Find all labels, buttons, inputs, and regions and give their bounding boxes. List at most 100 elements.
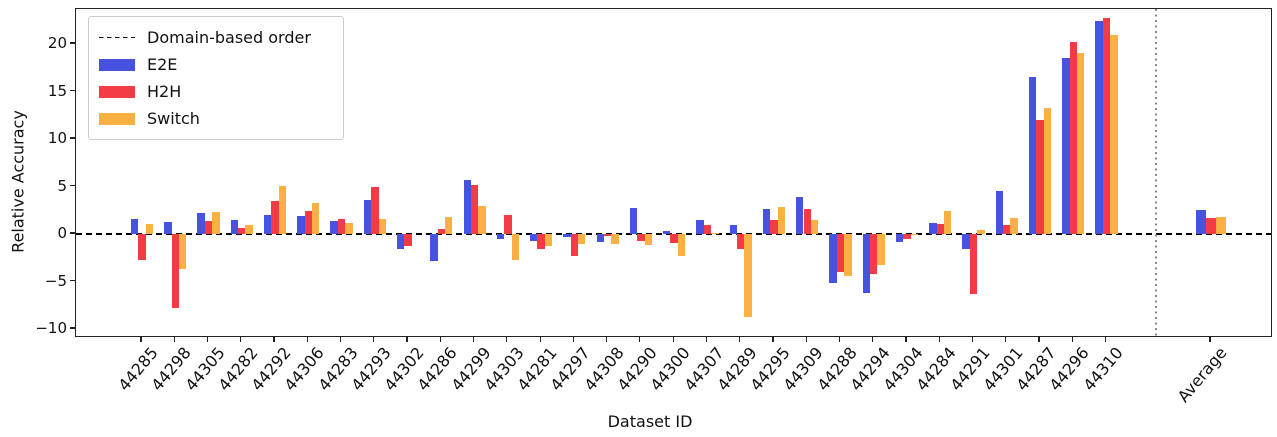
bar-e2e-44304 [895, 234, 904, 242]
x-tick-mark [373, 337, 375, 342]
bar-e2e-44294 [862, 234, 870, 293]
bar-switch-44293 [378, 218, 386, 234]
bar-switch-44283 [345, 222, 353, 234]
x-tick-mark [805, 337, 807, 342]
bar-e2e-44305 [197, 213, 205, 234]
bar-e2e-44295 [762, 209, 771, 234]
zero-dashed-line [76, 233, 1271, 235]
x-tick-mark [339, 337, 342, 342]
bar-h2h-44301 [1003, 224, 1011, 234]
bar-switch-44306 [312, 202, 320, 234]
x-tick-mark [971, 337, 974, 342]
x-tick-mark [838, 337, 841, 342]
bar-h2h-44294 [870, 234, 878, 274]
y-tick-mark [70, 184, 75, 187]
x-tick-mark [406, 337, 408, 342]
bar-h2h-44304 [903, 234, 911, 239]
bar-e2e-44300 [663, 231, 671, 234]
bar-h2h-44306 [304, 211, 312, 234]
bar-h2h-average [1206, 217, 1216, 234]
y-tick-mark [70, 137, 75, 139]
x-tick-mark [173, 337, 175, 342]
bar-h2h-44298 [171, 234, 179, 309]
y-tick-label: 15 [47, 81, 67, 100]
x-tick-mark [1071, 337, 1073, 342]
y-tick-mark [70, 42, 75, 44]
bar-switch-44285 [145, 223, 154, 234]
x-tick-mark [705, 337, 707, 342]
bar-switch-44289 [744, 234, 752, 317]
bar-h2h-44303 [504, 215, 512, 234]
bar-e2e-44299 [463, 179, 471, 234]
bar-h2h-44308 [603, 234, 612, 236]
bar-e2e-44284 [929, 222, 937, 234]
x-tick-mark [539, 337, 541, 342]
plot-area: Domain-based order E2E H2H Switch [75, 8, 1272, 337]
bar-switch-average [1216, 216, 1226, 234]
bar-h2h-44289 [736, 234, 745, 250]
y-axis-label: Relative Accuracy [8, 110, 28, 253]
x-tick-mark [273, 337, 275, 342]
bar-h2h-44309 [803, 209, 811, 234]
bar-switch-44282 [245, 224, 253, 234]
bar-e2e-average [1196, 210, 1206, 234]
bar-e2e-44285 [130, 218, 139, 234]
x-tick-mark [306, 337, 308, 342]
bar-switch-44310 [1110, 34, 1118, 234]
bar-h2h-44305 [204, 220, 213, 234]
bar-e2e-44287 [1028, 77, 1037, 234]
x-tick-mark [938, 337, 940, 342]
bar-switch-44300 [677, 234, 686, 256]
x-tick-mark [506, 337, 508, 342]
bar-h2h-44285 [138, 234, 146, 260]
x-tick-mark [206, 337, 209, 342]
switch-color-swatch [99, 112, 135, 125]
x-tick-label-average: Average [1174, 343, 1231, 406]
bar-switch-44299 [478, 206, 486, 234]
average-separator-line [1155, 9, 1157, 336]
bar-switch-44296 [1076, 52, 1085, 234]
bar-e2e-44298 [164, 221, 172, 234]
h2h-color-swatch [99, 85, 135, 98]
bar-h2h-44286 [437, 229, 446, 234]
bar-h2h-44307 [703, 225, 712, 234]
legend-entry-h2h: H2H [99, 78, 333, 105]
y-tick-mark [70, 279, 75, 282]
y-tick-mark [70, 232, 75, 234]
bar-switch-44304 [910, 234, 919, 235]
bar-switch-44286 [445, 216, 453, 234]
legend-entry-e2e: E2E [99, 51, 333, 78]
bar-e2e-44286 [430, 234, 438, 261]
bar-switch-44305 [212, 212, 220, 234]
x-tick-mark [639, 337, 641, 342]
bar-e2e-44289 [729, 224, 737, 234]
bar-e2e-44296 [1062, 58, 1070, 234]
y-tick-label: 0 [57, 224, 67, 242]
y-tick-mark [70, 89, 75, 92]
y-tick-label: 20 [47, 34, 67, 52]
bar-switch-44301 [1010, 217, 1018, 234]
bar-h2h-44287 [1036, 120, 1044, 234]
bar-switch-44290 [644, 234, 652, 246]
bar-switch-44292 [278, 185, 287, 234]
bar-e2e-44307 [696, 219, 704, 234]
bar-e2e-44306 [297, 215, 305, 234]
legend-label: H2H [147, 82, 182, 101]
dashed-line-sample [99, 36, 135, 39]
bar-e2e-44309 [796, 196, 804, 234]
bar-h2h-44288 [836, 234, 845, 272]
legend: Domain-based order E2E H2H Switch [88, 16, 344, 140]
bar-switch-44287 [1043, 107, 1052, 234]
y-tick-label: −5 [44, 271, 67, 290]
bar-h2h-44290 [637, 234, 645, 241]
bar-h2h-44291 [969, 234, 978, 294]
bar-h2h-44299 [470, 184, 479, 234]
bar-switch-44308 [611, 234, 619, 244]
bar-h2h-44284 [936, 223, 944, 234]
x-axis-label: Dataset ID [607, 412, 693, 431]
x-tick-mark [905, 337, 907, 342]
bar-h2h-44310 [1102, 18, 1111, 234]
legend-label: Domain-based order [147, 28, 311, 47]
bar-switch-44284 [943, 211, 952, 234]
bar-switch-44295 [777, 207, 786, 234]
